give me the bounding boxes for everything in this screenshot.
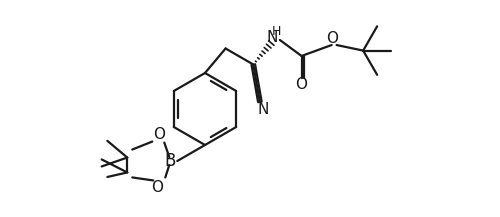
Text: N: N — [266, 30, 278, 46]
Text: O: O — [326, 31, 338, 46]
Text: O: O — [296, 77, 308, 92]
Text: B: B — [164, 152, 176, 170]
Text: O: O — [154, 127, 166, 142]
Text: H: H — [272, 25, 281, 38]
Text: N: N — [257, 102, 268, 117]
Text: O: O — [152, 180, 164, 195]
